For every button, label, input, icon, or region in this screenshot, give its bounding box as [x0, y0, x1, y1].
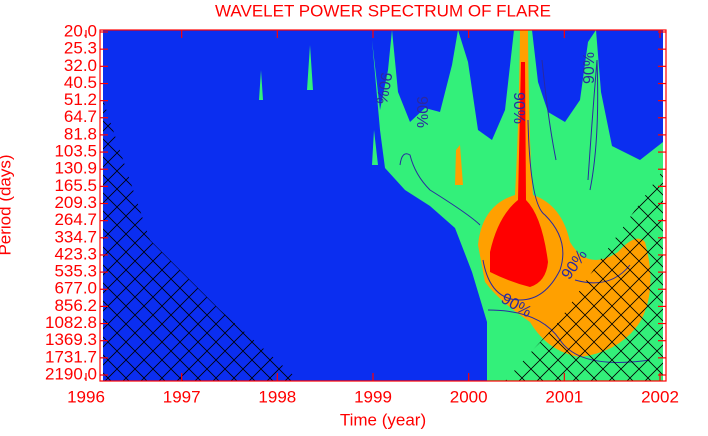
y-tick-label: 81.8: [64, 124, 97, 143]
y-tick-label: 64.7: [64, 107, 97, 126]
contour-label: 90%: [510, 92, 527, 124]
y-tick-label: 2190.0: [45, 364, 97, 383]
x-tick-label: 1998: [258, 387, 296, 406]
x-axis-label: Time (year): [340, 410, 426, 429]
x-tick-label: 2000: [450, 387, 488, 406]
contour-label: 90%: [413, 96, 430, 128]
y-tick-label: 423.3: [54, 244, 97, 263]
contour-label: 90%: [581, 52, 598, 84]
x-tick-label: 2002: [641, 387, 679, 406]
y-tick-label: 165.5: [54, 176, 97, 195]
y-tick-label: 535.3: [54, 262, 97, 281]
y-tick-label: 40.5: [64, 73, 97, 92]
x-tick-label: 1996: [67, 387, 105, 406]
y-tick-label: 32.0: [64, 56, 97, 75]
plot-area: [103, 30, 663, 381]
y-tick-label: 1082.8: [45, 313, 97, 332]
x-tick-label: 2001: [545, 387, 583, 406]
y-tick-label: 130.9: [54, 159, 97, 178]
power-red: [490, 62, 548, 287]
y-tick-label: 25.3: [64, 39, 97, 58]
y-axis-label: Period (days): [0, 154, 14, 255]
x-tick-label: 1999: [354, 387, 392, 406]
x-tick-label: 1997: [163, 387, 201, 406]
y-tick-label: 20.0: [64, 21, 97, 40]
y-tick-label: 1731.7: [45, 347, 97, 366]
contour-label: 90%: [372, 71, 394, 105]
y-tick-label: 334.7: [54, 227, 97, 246]
y-tick-label: 1369.3: [45, 330, 97, 349]
y-tick-label: 209.3: [54, 193, 97, 212]
cone-of-influence: [103, 100, 663, 381]
y-tick-label: 51.2: [64, 90, 97, 109]
y-tick-label: 103.5: [54, 142, 97, 161]
chart-title: WAVELET POWER SPECTRUM OF FLARE: [215, 1, 551, 20]
plot-frame: [99, 29, 667, 382]
y-tick-label: 856.2: [54, 296, 97, 315]
y-tick-label: 677.0: [54, 279, 97, 298]
y-tick-label: 264.7: [54, 210, 97, 229]
